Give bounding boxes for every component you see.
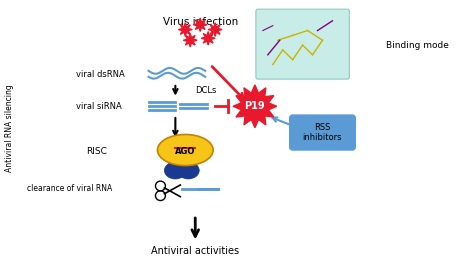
Text: P19: P19 bbox=[245, 101, 265, 111]
Text: AGO: AGO bbox=[175, 147, 195, 156]
Text: RSS
inhibitors: RSS inhibitors bbox=[303, 123, 342, 142]
Text: viral siRNA: viral siRNA bbox=[76, 102, 122, 111]
Ellipse shape bbox=[157, 134, 213, 166]
Polygon shape bbox=[201, 32, 215, 45]
Text: DCLs: DCLs bbox=[195, 86, 217, 95]
FancyBboxPatch shape bbox=[256, 9, 349, 79]
Text: viral dsRNA: viral dsRNA bbox=[76, 70, 125, 79]
Text: Antiviral RNA silencing: Antiviral RNA silencing bbox=[5, 84, 14, 171]
Text: Binding mode: Binding mode bbox=[385, 41, 448, 50]
Ellipse shape bbox=[164, 162, 186, 179]
Text: Antiviral activities: Antiviral activities bbox=[151, 246, 239, 256]
Polygon shape bbox=[193, 18, 207, 32]
Polygon shape bbox=[233, 85, 277, 128]
Ellipse shape bbox=[177, 162, 199, 179]
Text: clearance of viral RNA: clearance of viral RNA bbox=[27, 184, 112, 193]
Polygon shape bbox=[183, 33, 197, 47]
Polygon shape bbox=[178, 23, 192, 36]
FancyBboxPatch shape bbox=[290, 115, 356, 150]
Text: Virus infection: Virus infection bbox=[163, 17, 238, 27]
Text: RISC: RISC bbox=[86, 147, 107, 156]
Polygon shape bbox=[208, 23, 222, 36]
